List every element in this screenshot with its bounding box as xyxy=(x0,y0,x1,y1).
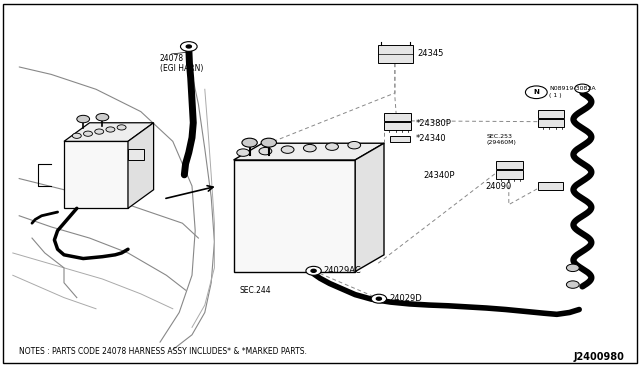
Circle shape xyxy=(311,269,316,272)
Circle shape xyxy=(259,147,272,155)
Bar xyxy=(538,182,563,190)
Circle shape xyxy=(180,42,197,51)
Text: 24340P: 24340P xyxy=(423,171,454,180)
Text: 24078
(EGI HARN): 24078 (EGI HARN) xyxy=(160,54,204,73)
Circle shape xyxy=(186,45,191,48)
Text: *24340: *24340 xyxy=(415,134,446,143)
Circle shape xyxy=(72,133,81,138)
Circle shape xyxy=(566,281,579,288)
Circle shape xyxy=(371,294,387,303)
Text: SEC.253
(29460M): SEC.253 (29460M) xyxy=(486,134,516,145)
Circle shape xyxy=(303,144,316,152)
Text: 24029AC: 24029AC xyxy=(324,266,362,275)
Circle shape xyxy=(281,146,294,153)
Circle shape xyxy=(525,86,547,99)
Circle shape xyxy=(96,113,109,121)
Circle shape xyxy=(261,138,276,147)
Bar xyxy=(384,122,411,130)
Bar xyxy=(378,45,413,63)
Circle shape xyxy=(348,141,360,149)
Circle shape xyxy=(242,138,257,147)
Circle shape xyxy=(326,143,339,150)
Bar xyxy=(496,170,523,179)
Bar xyxy=(390,136,410,142)
Circle shape xyxy=(376,297,381,300)
Polygon shape xyxy=(64,141,128,208)
Bar xyxy=(538,119,564,127)
Circle shape xyxy=(306,266,321,275)
Circle shape xyxy=(117,125,126,130)
Text: *24380P: *24380P xyxy=(415,119,451,128)
Circle shape xyxy=(237,149,250,156)
Text: 24029D: 24029D xyxy=(389,294,422,303)
Circle shape xyxy=(106,127,115,132)
Bar xyxy=(384,113,411,121)
Bar xyxy=(496,161,523,169)
Text: N08919-3082A: N08919-3082A xyxy=(549,86,596,91)
Text: 24090: 24090 xyxy=(486,182,512,190)
Text: SEC.244: SEC.244 xyxy=(240,286,271,295)
Text: 24345: 24345 xyxy=(417,49,444,58)
Circle shape xyxy=(566,264,579,272)
Polygon shape xyxy=(128,123,154,208)
Bar xyxy=(538,110,564,118)
Bar xyxy=(234,160,355,272)
Text: ( 1 ): ( 1 ) xyxy=(549,93,562,99)
Text: NOTES : PARTS CODE 24078 HARNESS ASSY INCLUDES* & *MARKED PARTS.: NOTES : PARTS CODE 24078 HARNESS ASSY IN… xyxy=(19,347,307,356)
Polygon shape xyxy=(64,123,154,141)
Bar xyxy=(128,149,144,160)
Circle shape xyxy=(77,115,90,123)
Text: J2400980: J2400980 xyxy=(573,352,624,362)
Circle shape xyxy=(575,84,590,93)
Text: N: N xyxy=(533,89,540,95)
Polygon shape xyxy=(234,143,384,160)
Polygon shape xyxy=(355,143,384,272)
Circle shape xyxy=(95,129,104,134)
Circle shape xyxy=(83,131,93,136)
